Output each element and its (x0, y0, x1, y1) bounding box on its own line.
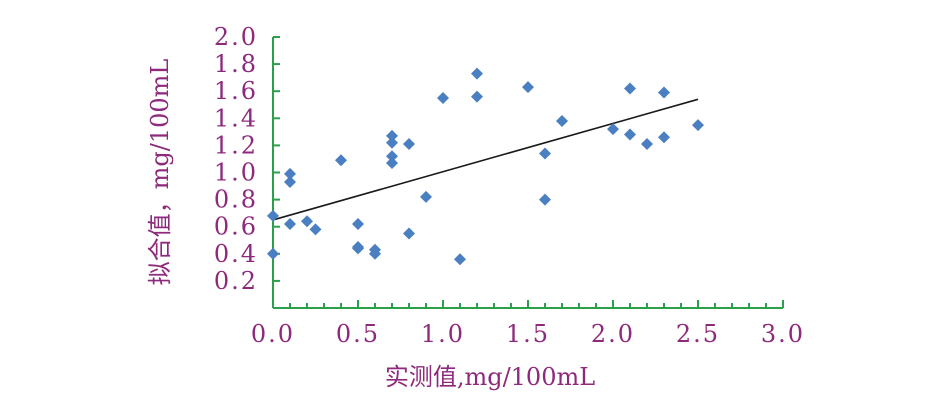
data-point (301, 215, 313, 228)
tick-labels: 0.20.40.60.81.01.21.41.61.82.00.0 0.5 1.0 1… (214, 23, 805, 348)
data-point (692, 119, 704, 132)
data-point (539, 147, 551, 160)
data-point (386, 157, 398, 170)
y-tick-label: 1.4 (214, 104, 258, 132)
data-point (309, 223, 322, 236)
data-point (539, 193, 551, 206)
trendline (272, 98, 699, 221)
data-point (641, 138, 653, 151)
y-tick-label: 1.8 (214, 50, 258, 78)
data-point (471, 90, 483, 103)
y-tick-label: 0.2 (214, 267, 258, 295)
data-point (284, 167, 296, 180)
data-point (284, 175, 296, 188)
y-tick-label: 1.2 (214, 131, 258, 159)
x-tick-label: 2.5 (676, 320, 720, 348)
data-point (335, 154, 347, 167)
data-point (454, 253, 466, 266)
y-tick-label: 0.8 (214, 186, 258, 214)
data-point (352, 217, 364, 230)
data-point (437, 91, 449, 104)
y-tick-label: 1.6 (214, 77, 258, 105)
y-tick-label: 0.4 (214, 240, 258, 268)
y-tick-label: 2.0 (214, 23, 258, 51)
data-point (624, 128, 636, 141)
y-axis-title: 拟合值，mg/100mL (146, 59, 174, 286)
x-axis-title: 实测值,mg/100mL (385, 363, 595, 391)
data-point (267, 247, 279, 260)
data-point (658, 86, 670, 99)
x-tick-label: 0.5 (336, 320, 380, 348)
x-tick-label: 1.0 (421, 320, 465, 348)
data-point (658, 131, 670, 144)
trendline-group (272, 98, 699, 221)
x-tick-label: 3.0 (761, 320, 805, 348)
data-point (403, 138, 415, 151)
x-tick-label: 1.5 (506, 320, 550, 348)
data-point (386, 129, 398, 142)
data-point (403, 227, 415, 240)
axes (272, 36, 784, 309)
data-point (624, 82, 636, 95)
data-point (267, 209, 279, 222)
data-point (556, 115, 568, 128)
data-point (522, 81, 534, 94)
data-points (267, 67, 704, 266)
data-point (420, 190, 432, 203)
x-tick-label: 2.0 (591, 320, 635, 348)
data-point (352, 242, 364, 255)
y-tick-label: 1.0 (214, 159, 258, 187)
data-point (369, 247, 381, 260)
data-point (386, 150, 398, 163)
data-point (284, 217, 296, 230)
x-tick-label: 0.0 (251, 320, 295, 348)
data-point (607, 123, 619, 136)
data-point (471, 67, 483, 80)
y-tick-label: 0.6 (214, 213, 258, 241)
data-point (386, 136, 398, 149)
